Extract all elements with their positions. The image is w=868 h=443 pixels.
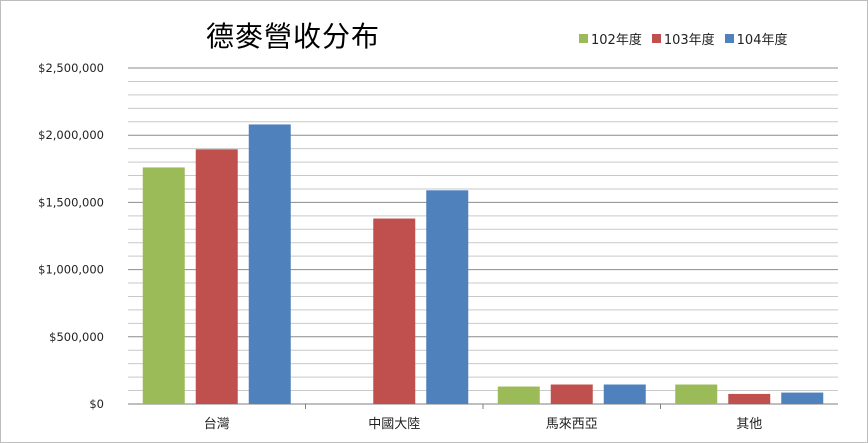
bar-102年度-其他 — [675, 384, 718, 404]
chart-title: 德麥營收分布 — [206, 20, 381, 53]
legend-item-103: 103年度 — [651, 29, 715, 48]
bar-104年度-其他 — [781, 392, 824, 404]
bar-104年度-中國大陸 — [426, 190, 469, 404]
bar-103年度-台灣 — [195, 149, 238, 404]
legend-swatch-102 — [579, 34, 588, 43]
bar-102年度-台灣 — [142, 167, 185, 404]
legend-label-103: 103年度 — [663, 33, 715, 48]
legend-item-104: 104年度 — [724, 29, 788, 48]
bar-102年度-馬來西亞 — [497, 386, 540, 404]
y-tick-label: $1,500,000 — [38, 195, 104, 209]
y-tick-label: $2,000,000 — [38, 128, 104, 142]
legend-item-102: 102年度 — [579, 29, 642, 48]
legend-label-102: 102年度 — [591, 33, 642, 48]
bar-103年度-中國大陸 — [373, 218, 416, 404]
y-tick-label: $500,000 — [49, 330, 104, 344]
x-tick-label: 中國大陸 — [368, 416, 420, 432]
y-tick-label: $2,500,000 — [38, 61, 104, 75]
y-tick-label: $0 — [89, 397, 104, 411]
x-tick-label: 台灣 — [204, 417, 230, 432]
y-tick-label: $1,000,000 — [38, 263, 104, 277]
legend-swatch-103 — [651, 34, 661, 43]
legend-swatch-104 — [724, 34, 734, 43]
legend: 102年度 103年度 104年度 — [579, 29, 787, 48]
bar-103年度-其他 — [728, 393, 771, 404]
bar-104年度-馬來西亞 — [603, 384, 646, 404]
x-tick-label: 馬來西亞 — [546, 417, 598, 432]
bar-104年度-台灣 — [248, 124, 291, 404]
legend-label-104: 104年度 — [736, 33, 788, 48]
bar-103年度-馬來西亞 — [550, 384, 593, 404]
x-tick-label: 其他 — [736, 417, 762, 432]
